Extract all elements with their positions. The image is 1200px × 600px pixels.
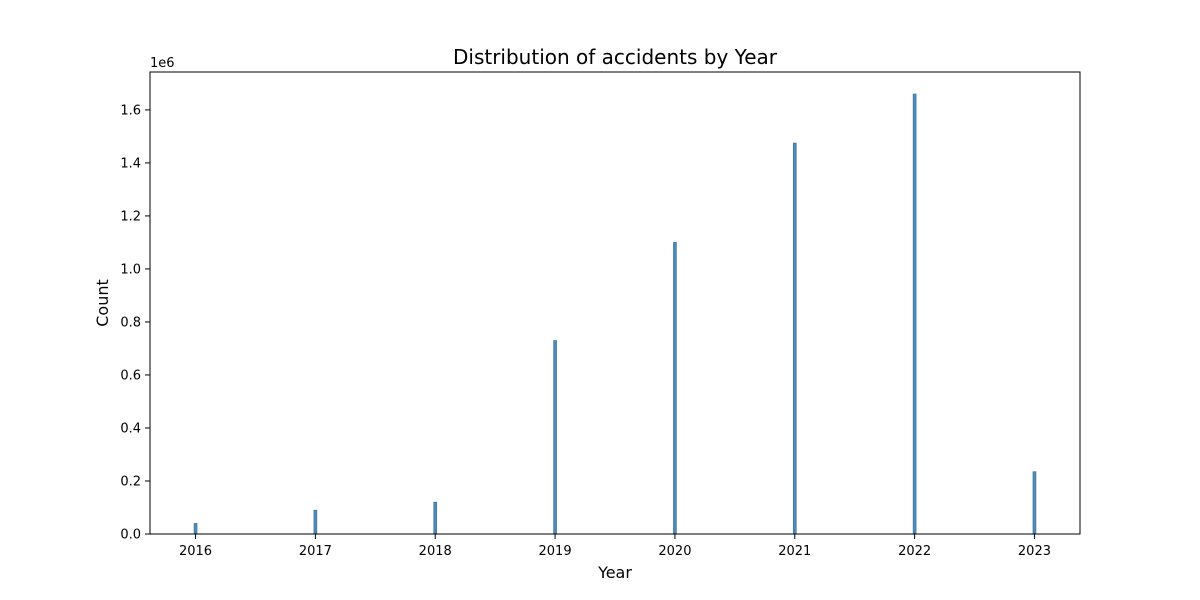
y-tick-label: 1.2 (120, 209, 141, 224)
bar-2022 (912, 93, 917, 535)
bar-2017 (313, 509, 318, 535)
y-tick-label: 0.0 (120, 528, 141, 543)
x-tick-label: 2022 (898, 544, 931, 559)
x-tick-label: 2020 (658, 544, 691, 559)
bars-group (193, 93, 1037, 535)
bar-2023 (1032, 471, 1037, 535)
y-tick-label: 0.2 (120, 474, 141, 489)
x-tick-label: 2017 (299, 544, 332, 559)
bar-2018 (433, 501, 438, 535)
x-tick-label: 2019 (539, 544, 572, 559)
y-tick-label: 1.4 (120, 156, 141, 171)
y-tick-label: 0.6 (120, 368, 141, 383)
bar-2021 (792, 142, 797, 535)
x-axis: 2016 2017 2018 2019 2020 2021 2022 2023 (179, 534, 1051, 559)
chart-title: Distribution of accidents by Year (453, 45, 778, 69)
x-tick-label: 2016 (179, 544, 212, 559)
y-axis-label: Count (93, 279, 112, 327)
y-offset-label: 1e6 (150, 56, 175, 71)
plot-frame (149, 71, 1081, 535)
y-tick-label: 1.6 (120, 103, 141, 118)
y-axis: 0.0 0.2 0.4 0.6 0.8 1.0 1.2 1.4 1.6 (120, 103, 150, 543)
y-tick-label: 0.4 (120, 421, 141, 436)
x-axis-label: Year (597, 563, 632, 582)
x-tick-label: 2021 (778, 544, 811, 559)
y-tick-label: 0.8 (120, 315, 141, 330)
x-tick-label: 2018 (419, 544, 452, 559)
x-tick-label: 2023 (1018, 544, 1051, 559)
bar-2020 (673, 242, 677, 535)
y-tick-label: 1.0 (120, 262, 141, 277)
bar-2019 (553, 340, 557, 535)
bar-2016 (193, 523, 198, 535)
